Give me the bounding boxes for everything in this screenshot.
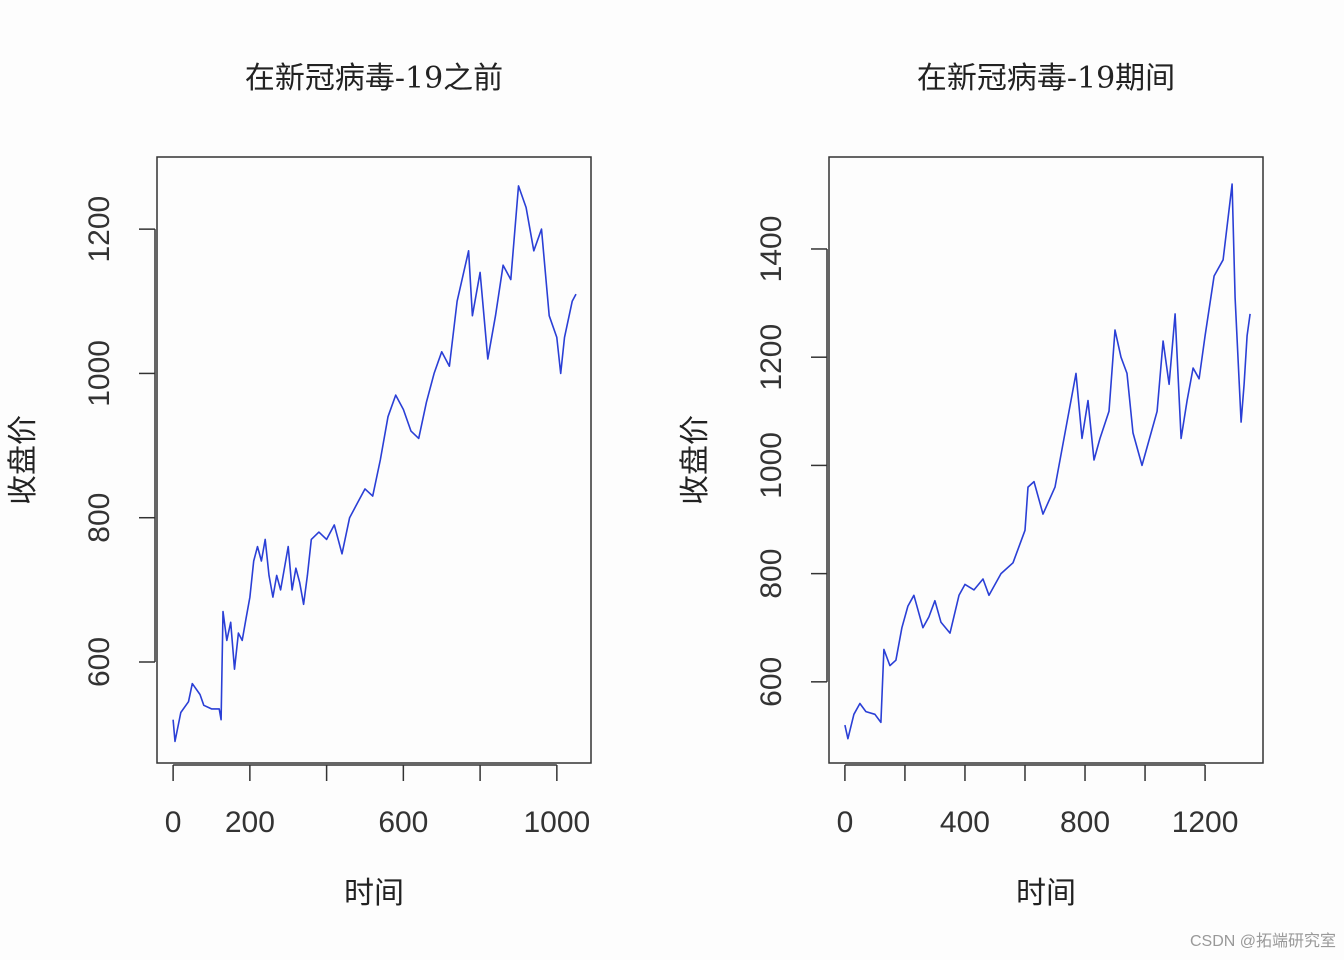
y-tick-label: 600 bbox=[755, 657, 788, 707]
y-tick-label: 600 bbox=[83, 637, 116, 687]
y-tick-label: 1000 bbox=[83, 340, 116, 407]
y-tick-label: 800 bbox=[83, 493, 116, 543]
x-tick-label: 0 bbox=[837, 806, 854, 839]
x-tick-label: 1200 bbox=[1172, 806, 1239, 839]
x-tick-label: 400 bbox=[940, 806, 990, 839]
y-tick-label: 1200 bbox=[755, 324, 788, 391]
y-axis-label: 收盘价 bbox=[6, 415, 41, 505]
price-line bbox=[844, 183, 1251, 740]
watermark: CSDN @拓端研究室 bbox=[1190, 932, 1336, 950]
price-line bbox=[172, 185, 577, 743]
chart-title: 在新冠病毒-19之前 bbox=[245, 61, 503, 96]
x-tick-label: 200 bbox=[225, 806, 275, 839]
x-axis-label: 时间 bbox=[1016, 876, 1076, 911]
x-tick-label: 600 bbox=[378, 806, 428, 839]
y-tick-label: 1000 bbox=[755, 432, 788, 499]
x-tick-label: 800 bbox=[1060, 806, 1110, 839]
x-tick-label: 1000 bbox=[523, 806, 590, 839]
chart-title: 在新冠病毒-19期间 bbox=[917, 61, 1175, 96]
y-axis-label: 收盘价 bbox=[678, 415, 713, 505]
y-tick-label: 1400 bbox=[755, 216, 788, 283]
y-tick-label: 1200 bbox=[83, 196, 116, 263]
plot-box bbox=[156, 156, 592, 764]
x-tick-label: 0 bbox=[165, 806, 182, 839]
x-axis-label: 时间 bbox=[344, 876, 404, 911]
y-tick-label: 800 bbox=[755, 549, 788, 599]
plot-box bbox=[828, 156, 1264, 764]
